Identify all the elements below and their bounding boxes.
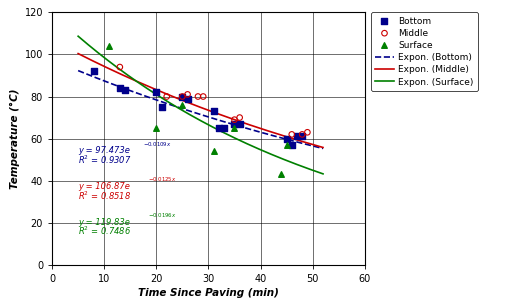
Expon. (Middle) bbox=[320, 146, 326, 149]
Bottom bbox=[293, 134, 301, 139]
Middle bbox=[116, 65, 124, 70]
Expon. (Surface) bbox=[220, 131, 226, 134]
Text: $^{-0.0125x}$: $^{-0.0125x}$ bbox=[148, 177, 177, 186]
Middle bbox=[298, 132, 306, 137]
Expon. (Middle) bbox=[281, 134, 288, 138]
Line: Expon. (Middle): Expon. (Middle) bbox=[78, 54, 323, 148]
Bottom bbox=[121, 88, 129, 93]
Middle bbox=[178, 94, 187, 99]
Bottom bbox=[157, 104, 166, 109]
Expon. (Bottom) bbox=[221, 120, 227, 124]
Middle bbox=[199, 94, 207, 99]
Expon. (Bottom) bbox=[220, 120, 226, 123]
Middle bbox=[230, 117, 239, 122]
Text: $^{-0.0196x}$: $^{-0.0196x}$ bbox=[148, 213, 177, 222]
Expon. (Surface) bbox=[281, 158, 288, 161]
Text: y = 106.87e: y = 106.87e bbox=[78, 182, 130, 191]
Middle bbox=[183, 92, 192, 97]
Bottom bbox=[220, 126, 228, 131]
X-axis label: Time Since Paving (min): Time Since Paving (min) bbox=[138, 288, 279, 298]
Expon. (Surface) bbox=[225, 133, 231, 137]
Surface bbox=[230, 126, 239, 131]
Bottom bbox=[209, 109, 218, 114]
Middle bbox=[194, 94, 202, 99]
Line: Expon. (Bottom): Expon. (Bottom) bbox=[78, 71, 323, 148]
Expon. (Middle) bbox=[220, 114, 226, 117]
Y-axis label: Temperature (°C): Temperature (°C) bbox=[10, 88, 20, 189]
Bottom bbox=[282, 136, 291, 141]
Expon. (Surface) bbox=[320, 172, 326, 176]
Bottom bbox=[152, 90, 160, 95]
Text: R$^2$ = 0.7486: R$^2$ = 0.7486 bbox=[78, 225, 131, 237]
Bottom bbox=[298, 134, 306, 139]
Expon. (Bottom) bbox=[76, 69, 82, 73]
Middle bbox=[235, 115, 244, 120]
Text: R$^2$ = 0.9307: R$^2$ = 0.9307 bbox=[78, 153, 132, 166]
Expon. (Bottom) bbox=[225, 121, 231, 125]
Legend: Bottom, Middle, Surface, Expon. (Bottom), Expon. (Middle), Expon. (Surface): Bottom, Middle, Surface, Expon. (Bottom)… bbox=[371, 12, 478, 91]
Bottom bbox=[183, 96, 192, 101]
Expon. (Middle) bbox=[76, 52, 82, 56]
Expon. (Middle) bbox=[75, 52, 81, 55]
Surface bbox=[152, 126, 160, 131]
Expon. (Surface) bbox=[297, 164, 303, 168]
Text: R$^2$ = 0.8518: R$^2$ = 0.8518 bbox=[78, 189, 131, 202]
Surface bbox=[282, 142, 291, 147]
Expon. (Bottom) bbox=[281, 137, 288, 140]
Text: $^{-0.0109x}$: $^{-0.0109x}$ bbox=[143, 141, 172, 150]
Expon. (Bottom) bbox=[320, 147, 326, 150]
Surface bbox=[105, 43, 114, 48]
Bottom bbox=[116, 86, 124, 91]
Expon. (Middle) bbox=[221, 114, 227, 118]
Surface bbox=[178, 103, 187, 107]
Bottom bbox=[178, 94, 187, 99]
Expon. (Bottom) bbox=[297, 141, 303, 145]
Middle bbox=[288, 132, 296, 137]
Middle bbox=[303, 130, 312, 135]
Expon. (Surface) bbox=[221, 131, 227, 135]
Text: y = 119.83e: y = 119.83e bbox=[78, 218, 130, 227]
Expon. (Surface) bbox=[75, 34, 81, 38]
Bottom bbox=[90, 69, 98, 74]
Bottom bbox=[288, 142, 296, 147]
Surface bbox=[209, 149, 218, 154]
Line: Expon. (Surface): Expon. (Surface) bbox=[78, 36, 323, 174]
Expon. (Surface) bbox=[76, 35, 82, 39]
Text: y = 97.473e: y = 97.473e bbox=[78, 146, 130, 155]
Bottom bbox=[230, 121, 239, 126]
Expon. (Middle) bbox=[225, 116, 231, 119]
Surface bbox=[277, 172, 286, 177]
Expon. (Middle) bbox=[297, 139, 303, 143]
Expon. (Bottom) bbox=[75, 69, 81, 72]
Bottom bbox=[215, 126, 223, 131]
Middle bbox=[163, 94, 171, 99]
Bottom bbox=[235, 121, 244, 126]
